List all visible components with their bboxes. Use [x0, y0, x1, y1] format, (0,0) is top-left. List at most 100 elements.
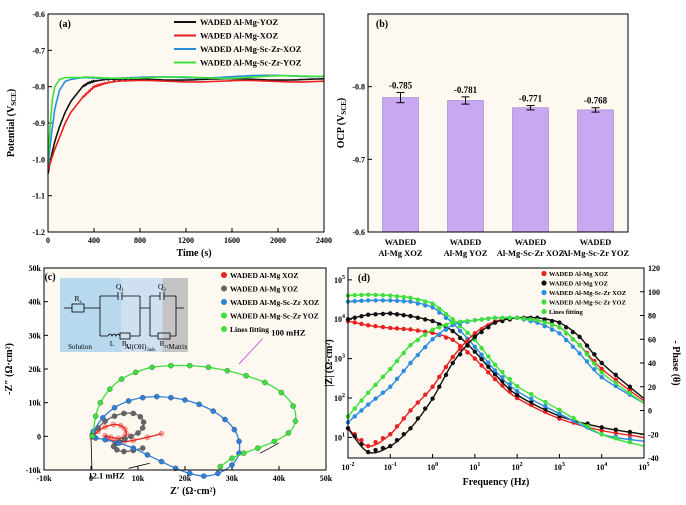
- panel-c-wire: [140, 295, 184, 337]
- panel-d-point: [521, 316, 527, 321]
- panel-d-point: [479, 357, 484, 362]
- panel-d-point: [423, 299, 428, 304]
- panel-d-point: [423, 392, 428, 397]
- panel-a-frame: [47, 13, 325, 233]
- panel-d-point: [592, 361, 597, 366]
- panel-c-xtick-label: 10k: [132, 474, 145, 483]
- panel-c-point: [139, 394, 146, 401]
- panel-d-point: [549, 327, 555, 332]
- panel-d-point: [401, 368, 406, 374]
- panel-c-legend-marker: [221, 285, 227, 292]
- panel-d-point: [380, 390, 386, 395]
- panel-d-xtick-label: 10-2: [342, 462, 355, 472]
- panel-c-frame: [43, 267, 327, 471]
- panel-d-point: [450, 337, 455, 343]
- panel-d-frame: [347, 267, 645, 459]
- panel-d-point: [408, 360, 413, 366]
- panel-d-legend-marker: [541, 308, 547, 315]
- panel-c-inset-layer: [121, 278, 163, 352]
- panel-d-point: [408, 426, 413, 431]
- panel-c-point: [137, 414, 144, 420]
- panel-b-ytick-label: -0.6: [352, 228, 365, 237]
- panel-c-legend-entry: WADED Al-Mg-Sc-Zr YOZ: [230, 312, 319, 321]
- panel-d-ylabel-right: - Phase (θ): [670, 340, 681, 385]
- panel-d-point: [373, 382, 378, 387]
- panel-c-ytick-label: 30k: [29, 331, 42, 340]
- panel-c-ytick-label: 10k: [29, 399, 42, 408]
- panel-d-point: [359, 437, 364, 443]
- panel-d-point: [401, 313, 406, 318]
- panel-d-point: [423, 303, 428, 308]
- panel-c-point: [111, 404, 118, 411]
- panel-d-point: [430, 318, 435, 324]
- panel-c-inductor: [107, 333, 121, 337]
- panel-d-point: [408, 342, 413, 348]
- panel-c-xtick-label: 30k: [226, 474, 239, 483]
- panel-b-bar: [382, 97, 419, 233]
- panel-d-point: [557, 411, 562, 416]
- panel-d-point: [479, 363, 484, 368]
- panel-b-category-label: WADED: [515, 237, 547, 247]
- panel-c-point: [121, 448, 127, 455]
- panel-d-point: [430, 337, 435, 342]
- panel-c-point: [168, 394, 174, 401]
- panel-b-ytick-label: -0.8: [352, 83, 365, 92]
- panel-d-point: [492, 368, 498, 373]
- panel-c-xtick-label: 50k: [320, 474, 333, 483]
- panel-d-point: [359, 298, 364, 304]
- panel-c-fit-line: [91, 364, 297, 468]
- panel-d-point: [563, 337, 569, 343]
- panel-d-point: [486, 354, 491, 359]
- panel-d-point: [472, 318, 478, 323]
- panel-d-point: [408, 313, 413, 319]
- panel-d-point: [437, 384, 442, 389]
- panel-d-point: [359, 398, 364, 403]
- panel-d-point: [365, 402, 371, 407]
- panel-a-ytick-label: -1.1: [32, 192, 45, 201]
- panel-d-point: [457, 319, 463, 325]
- panel-d-point: [492, 320, 498, 325]
- panel-d-point: [599, 428, 604, 433]
- panel-d-point: [415, 416, 421, 421]
- panel-d-point: [592, 367, 597, 372]
- panel-c-point: [107, 434, 114, 441]
- panel-c-point: [135, 430, 141, 436]
- panel-c-point: [271, 438, 278, 445]
- panel-d-ylabel-left: |Z| (Ω·cm²): [324, 339, 335, 386]
- panel-d-xtick-label: 100: [427, 462, 438, 472]
- panel-d-point: [571, 415, 576, 421]
- panel-d-point: [457, 328, 463, 334]
- panel-a-legend-entry: WADED Al-Mg-XOZ: [200, 31, 278, 41]
- panel-d-ytick-right-label: 80: [648, 312, 656, 321]
- panel-d-ytick-right-label: 100: [648, 288, 660, 297]
- panel-d-point: [457, 335, 463, 341]
- panel-d-point: [479, 345, 484, 351]
- panel-c-point: [278, 389, 285, 396]
- panel-d-point: [557, 407, 562, 413]
- panel-c-point: [122, 436, 128, 442]
- panel-d-point: [388, 384, 393, 389]
- panel-d-point: [486, 325, 491, 330]
- panel-a-series-line: [47, 79, 325, 171]
- panel-d-point: [613, 430, 619, 435]
- panel-a-ytick-label: -1.0: [32, 155, 45, 164]
- panel-d-ytick-label: 103: [334, 354, 345, 364]
- panel-d-point: [401, 294, 406, 300]
- panel-a-xtick-label: 2400: [316, 236, 332, 245]
- panel-d-point: [450, 328, 455, 334]
- panel-c-point: [255, 445, 261, 451]
- panel-c-resistor-rl: [119, 332, 131, 340]
- panel-d-point: [457, 346, 463, 352]
- panel-d-point: [388, 366, 393, 372]
- panel-a-xtick-label: 1200: [178, 236, 194, 245]
- panel-d-point: [408, 408, 413, 413]
- panel-d-point: [543, 399, 548, 405]
- panel-d-point: [408, 299, 413, 304]
- panel-d-point: [465, 330, 470, 336]
- panel-c-xlabel: Z′ (Ω·cm²): [170, 486, 216, 497]
- panel-a-series-line: [47, 74, 324, 164]
- panel-d-point: [514, 392, 520, 398]
- panel-c-point: [186, 470, 193, 477]
- panel-a-legend-entry: WADED Al-Mg-Sc-Zr-XOZ: [200, 44, 302, 54]
- panel-d-point: [430, 330, 435, 336]
